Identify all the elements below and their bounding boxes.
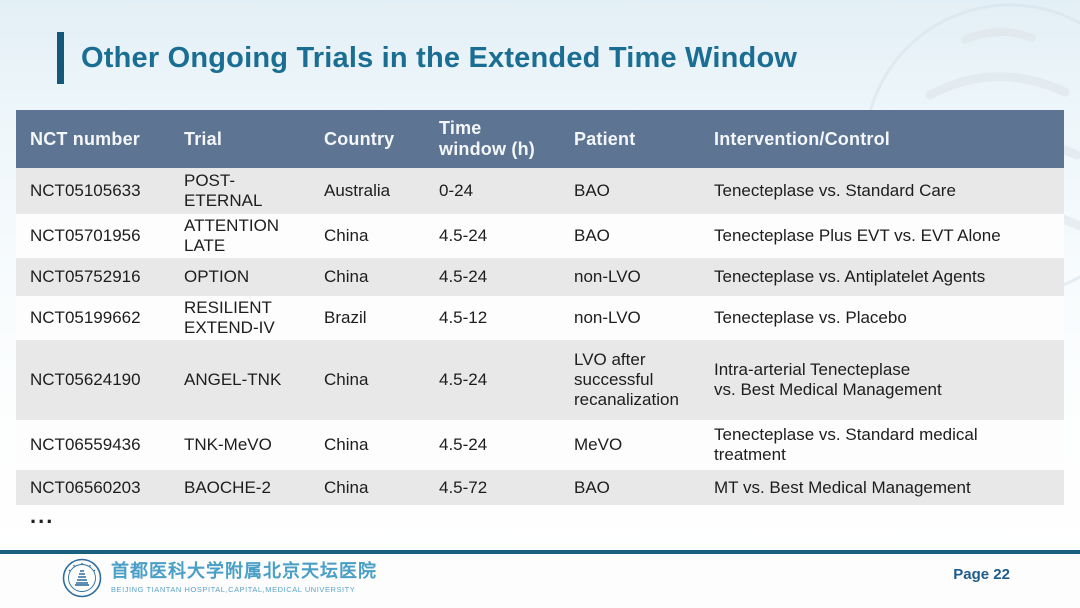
cell-trial: ANGEL-TNK	[170, 340, 310, 421]
more-rows-ellipsis: ...	[30, 503, 55, 528]
col-header-patient: Patient	[560, 110, 700, 168]
cell-patient: BAO	[560, 470, 700, 506]
cell-country: China	[310, 470, 425, 506]
page-title: Other Ongoing Trials in the Extended Tim…	[81, 41, 798, 74]
slide-header: Other Ongoing Trials in the Extended Tim…	[57, 32, 797, 84]
cell-patient: non-LVO	[560, 258, 700, 297]
cell-intervention: MT vs. Best Medical Management	[700, 470, 1064, 506]
cell-trial: ATTENTION LATE	[170, 214, 310, 259]
cell-country: China	[310, 420, 425, 471]
cell-intervention: Intra-arterial Tenecteplase vs. Best Med…	[700, 340, 1064, 421]
hospital-brand: 首都医科大学附属北京天坛医院 BEIJING TIANTAN HOSPITAL,…	[62, 558, 377, 598]
table-row: NCT05624190 ANGEL-TNK China 4.5-24 LVO a…	[16, 340, 1064, 421]
table-row: NCT05752916 OPTION China 4.5-24 non-LVO …	[16, 258, 1064, 297]
cell-country: Brazil	[310, 296, 425, 341]
cell-country: China	[310, 340, 425, 421]
cell-intervention: Tenecteplase vs. Standard Care	[700, 168, 1064, 214]
table-row: NCT05701956 ATTENTION LATE China 4.5-24 …	[16, 214, 1064, 259]
footer-divider	[0, 550, 1080, 554]
trials-table: NCT number Trial Country Time window (h)…	[16, 110, 1064, 506]
col-header-time-window: Time window (h)	[425, 110, 560, 168]
table-row: NCT06559436 TNK-MeVO China 4.5-24 MeVO T…	[16, 420, 1064, 471]
slide-footer: 首都医科大学附属北京天坛医院 BEIJING TIANTAN HOSPITAL,…	[0, 554, 1080, 608]
cell-time-window: 0-24	[425, 168, 560, 214]
hospital-name-block: 首都医科大学附属北京天坛医院 BEIJING TIANTAN HOSPITAL,…	[111, 558, 377, 594]
cell-country: China	[310, 258, 425, 297]
cell-intervention: Tenecteplase vs. Placebo	[700, 296, 1064, 341]
col-header-trial: Trial	[170, 110, 310, 168]
cell-time-window: 4.5-72	[425, 470, 560, 506]
table-header-row: NCT number Trial Country Time window (h)…	[16, 110, 1064, 168]
title-accent-bar	[57, 32, 64, 84]
cell-time-window: 4.5-24	[425, 258, 560, 297]
cell-trial: POST- ETERNAL	[170, 168, 310, 214]
cell-nct: NCT05752916	[16, 258, 170, 297]
table-row: NCT05105633 POST- ETERNAL Australia 0-24…	[16, 168, 1064, 214]
col-header-intervention-control: Intervention/Control	[700, 110, 1064, 168]
col-header-country: Country	[310, 110, 425, 168]
cell-intervention: Tenecteplase vs. Standard medical treatm…	[700, 420, 1064, 471]
table-row: NCT05199662 RESILIENT EXTEND-IV Brazil 4…	[16, 296, 1064, 341]
cell-nct: NCT05624190	[16, 340, 170, 421]
cell-intervention: Tenecteplase Plus EVT vs. EVT Alone	[700, 214, 1064, 259]
cell-time-window: 4.5-24	[425, 214, 560, 259]
col-header-nct-number: NCT number	[16, 110, 170, 168]
cell-patient: BAO	[560, 214, 700, 259]
cell-patient: LVO after successful recanalization	[560, 340, 700, 421]
cell-country: Australia	[310, 168, 425, 214]
cell-nct: NCT05199662	[16, 296, 170, 341]
cell-trial: TNK-MeVO	[170, 420, 310, 471]
hospital-logo-icon	[62, 558, 102, 598]
cell-time-window: 4.5-24	[425, 340, 560, 421]
cell-intervention: Tenecteplase vs. Antiplatelet Agents	[700, 258, 1064, 297]
cell-nct: NCT05701956	[16, 214, 170, 259]
cell-country: China	[310, 214, 425, 259]
cell-nct: NCT06560203	[16, 470, 170, 506]
cell-time-window: 4.5-24	[425, 420, 560, 471]
cell-nct: NCT05105633	[16, 168, 170, 214]
table-row: NCT06560203 BAOCHE-2 China 4.5-72 BAO MT…	[16, 470, 1064, 506]
cell-patient: non-LVO	[560, 296, 700, 341]
cell-patient: BAO	[560, 168, 700, 214]
cell-trial: OPTION	[170, 258, 310, 297]
cell-trial: BAOCHE-2	[170, 470, 310, 506]
cell-nct: NCT06559436	[16, 420, 170, 471]
cell-time-window: 4.5-12	[425, 296, 560, 341]
hospital-name-en: BEIJING TIANTAN HOSPITAL,CAPITAL,MEDICAL…	[111, 584, 356, 594]
hospital-name-cn: 首都医科大学附属北京天坛医院	[111, 561, 377, 581]
cell-trial: RESILIENT EXTEND-IV	[170, 296, 310, 341]
cell-patient: MeVO	[560, 420, 700, 471]
page-number: Page 22	[953, 566, 1010, 583]
